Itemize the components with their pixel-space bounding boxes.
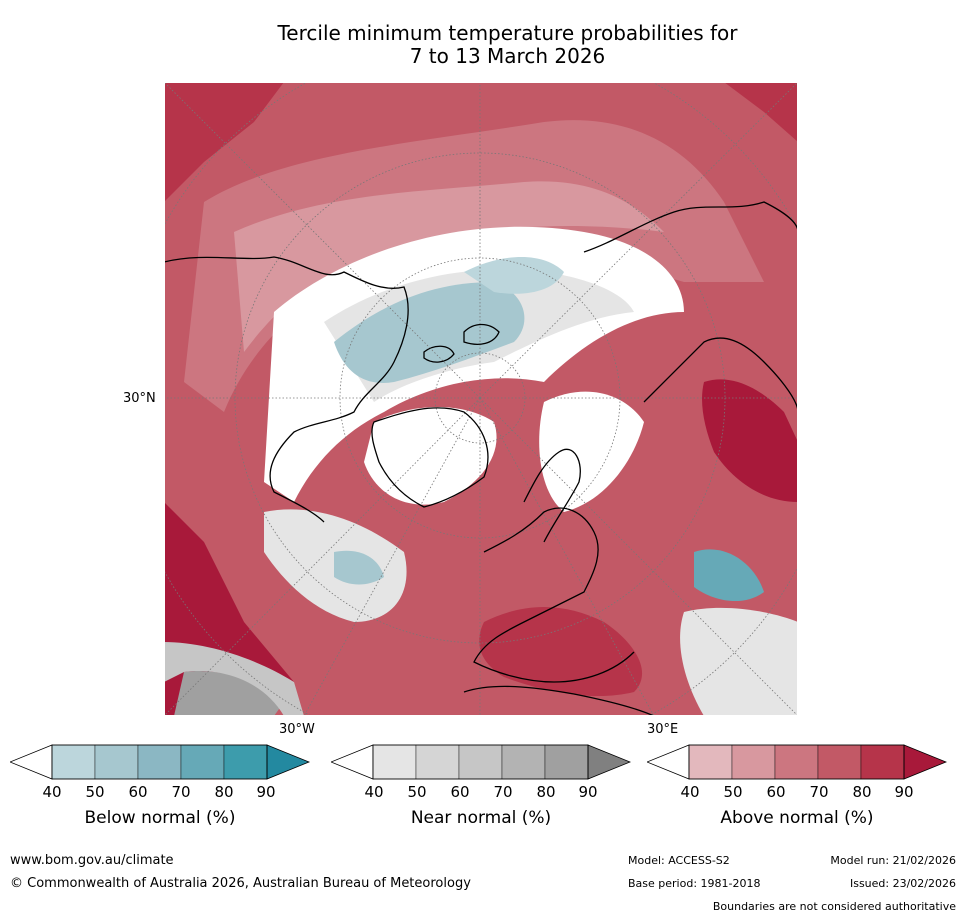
colorbar-segment [817, 744, 862, 780]
colorbar-outline [372, 744, 589, 780]
label-30w: 30°W [279, 722, 315, 737]
map-frame [164, 82, 798, 716]
tick: 40 [42, 783, 62, 801]
colorbar-outline [51, 744, 268, 780]
footer-model: Model: ACCESS-S2 [628, 854, 730, 867]
footer-model-run: Model run: 21/02/2026 [830, 854, 956, 867]
colorbar-segment [544, 744, 589, 780]
tick: 90 [256, 783, 276, 801]
label-30e: 30°E [647, 722, 679, 737]
colorbar-extend-low [647, 744, 690, 780]
region-above-90-siberia [702, 379, 798, 502]
footer-issued: Issued: 23/02/2026 [849, 877, 956, 890]
colorbar-outline [688, 744, 905, 780]
colorbar-below [10, 744, 310, 780]
colorbar-extend-high [266, 744, 310, 780]
colorbar-segment [372, 744, 417, 780]
region-above-60 [184, 120, 764, 413]
colorbar-segment [51, 744, 96, 780]
region-near-normal-scandinavia [539, 391, 644, 512]
title-line-2: 7 to 13 March 2026 [409, 44, 606, 68]
colorbar-segment [731, 744, 776, 780]
tick: 60 [766, 783, 786, 801]
coastline-arctic-islands [423, 323, 500, 363]
colorbar-title-near: Near normal (%) [410, 808, 552, 828]
coastline-greenland [371, 407, 489, 508]
colorbar-extend-low [10, 744, 53, 780]
colorbar-segment [180, 744, 225, 780]
tick: 90 [578, 783, 598, 801]
colorbar-segment [774, 744, 819, 780]
coastline-asia [583, 201, 798, 413]
coastline-africa [463, 685, 655, 716]
colorbar-segment [415, 744, 460, 780]
tick: 50 [723, 783, 743, 801]
footer-website: www.bom.gov.au/climate [10, 853, 174, 868]
colorbar-extend-high [903, 744, 947, 780]
region-near-normal-asia [680, 607, 798, 716]
chart-title: Tercile minimum temperature probabilitie… [0, 22, 965, 68]
tick: 70 [493, 783, 513, 801]
colorbar-title-above: Above normal (%) [720, 808, 874, 828]
region-above-90-nw [164, 82, 284, 202]
tick: 70 [171, 783, 191, 801]
region-above-50 [234, 181, 664, 352]
colorbar-segment [501, 744, 546, 780]
region-below-40-arctic [464, 257, 564, 294]
colorbar-above [647, 744, 947, 780]
tick: 70 [809, 783, 829, 801]
region-below-50-canada [334, 282, 525, 383]
tick: 60 [450, 783, 470, 801]
tick: 80 [214, 783, 234, 801]
coastline-europe [473, 507, 635, 683]
tick: 50 [407, 783, 427, 801]
region-near-80-pacific [174, 671, 284, 716]
graticule [164, 82, 798, 716]
title-line-1: Tercile minimum temperature probabilitie… [277, 21, 738, 45]
tick: 40 [680, 783, 700, 801]
region-below-asia [694, 549, 764, 602]
tick: 40 [364, 783, 384, 801]
colorbar-segment [458, 744, 503, 780]
tick: 80 [852, 783, 872, 801]
colorbar-extend-low [331, 744, 374, 780]
colorbar-extend-high [587, 744, 631, 780]
footer-disclaimer: Boundaries are not considered authoritat… [712, 900, 956, 913]
tick: 80 [536, 783, 556, 801]
label-30n: 30°N [123, 391, 156, 406]
colorbar-segment [137, 744, 182, 780]
colorbar-near [331, 744, 631, 780]
colorbar-segment [688, 744, 733, 780]
region-above-90-ne [724, 82, 798, 142]
region-near-normal-greenland [364, 407, 497, 505]
colorbar-title-below: Below normal (%) [84, 808, 236, 828]
region-near-60-pacific [164, 642, 304, 716]
colorbar-segment [223, 744, 268, 780]
tick: 90 [894, 783, 914, 801]
coastline-north-america [164, 256, 409, 523]
tick: 50 [85, 783, 105, 801]
coastline-scandinavia [523, 448, 581, 543]
footer-copyright: © Commonwealth of Australia 2026, Austra… [10, 876, 471, 891]
colorbar-segment [860, 744, 905, 780]
coastlines [164, 201, 798, 716]
region-below-atlantic [334, 550, 384, 585]
tick: 60 [128, 783, 148, 801]
probability-map [164, 82, 798, 716]
footer-base-period: Base period: 1981-2018 [628, 877, 761, 890]
colorbar-segment [94, 744, 139, 780]
